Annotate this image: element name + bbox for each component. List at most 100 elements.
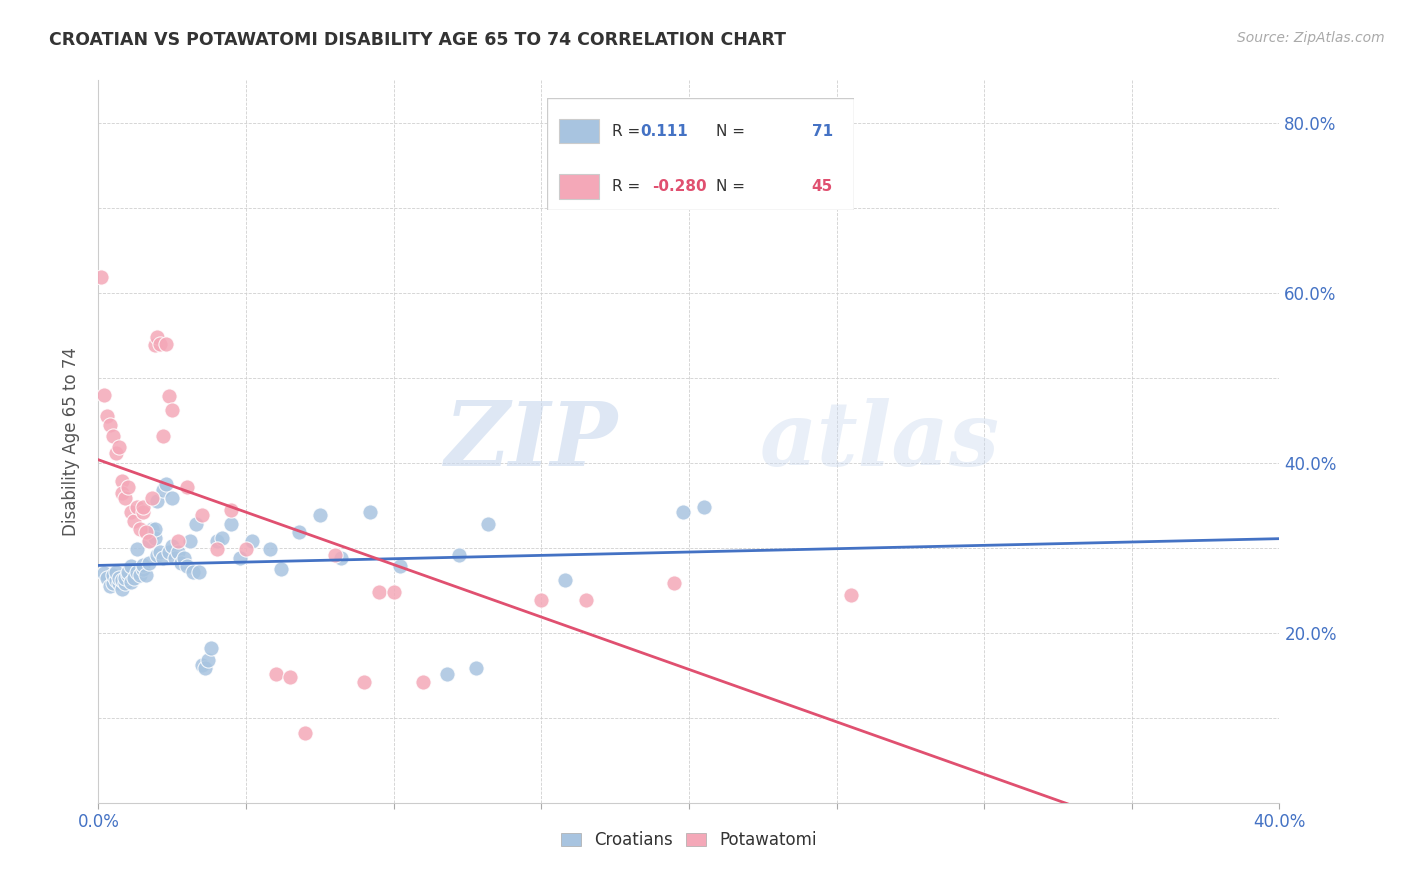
Point bbox=[264, 666, 287, 681]
Point bbox=[93, 388, 115, 402]
Point bbox=[235, 542, 257, 557]
Point bbox=[288, 525, 311, 540]
Point bbox=[146, 494, 169, 508]
Point bbox=[205, 533, 228, 548]
Point bbox=[270, 562, 292, 576]
Point bbox=[103, 576, 125, 591]
Point bbox=[179, 533, 201, 548]
Point bbox=[105, 445, 128, 459]
Point bbox=[294, 726, 316, 740]
Point bbox=[114, 491, 136, 506]
Point bbox=[530, 593, 553, 607]
Point bbox=[98, 579, 121, 593]
Point bbox=[114, 576, 136, 591]
Point bbox=[108, 576, 131, 591]
Point bbox=[114, 570, 136, 584]
Point bbox=[436, 666, 458, 681]
Point bbox=[329, 551, 352, 566]
Point bbox=[359, 505, 381, 519]
Point bbox=[93, 566, 115, 581]
Point bbox=[128, 522, 150, 536]
Point bbox=[162, 539, 183, 553]
Point bbox=[117, 565, 139, 579]
Text: atlas: atlas bbox=[759, 399, 1000, 484]
Point bbox=[141, 522, 163, 536]
Point bbox=[191, 658, 214, 673]
Point bbox=[388, 559, 411, 574]
Point bbox=[138, 533, 160, 548]
Point bbox=[157, 389, 180, 403]
Point bbox=[280, 670, 302, 684]
Point bbox=[259, 542, 281, 557]
Point bbox=[205, 542, 228, 557]
Point bbox=[98, 417, 121, 432]
Point bbox=[132, 562, 155, 576]
Point bbox=[105, 565, 128, 579]
Point bbox=[465, 661, 488, 675]
Point bbox=[111, 582, 134, 596]
Point bbox=[117, 568, 139, 582]
Point bbox=[229, 551, 252, 566]
Point bbox=[841, 588, 863, 602]
Point bbox=[176, 480, 198, 494]
Point bbox=[323, 548, 346, 562]
Point bbox=[143, 522, 166, 536]
Y-axis label: Disability Age 65 to 74: Disability Age 65 to 74 bbox=[62, 347, 80, 536]
Point bbox=[162, 403, 183, 417]
Point bbox=[141, 491, 163, 506]
Point bbox=[155, 336, 177, 351]
Point bbox=[138, 556, 160, 570]
Point bbox=[105, 573, 128, 587]
Point bbox=[149, 545, 172, 559]
Point bbox=[194, 661, 217, 675]
Point bbox=[96, 409, 118, 423]
Point bbox=[111, 475, 134, 489]
Point bbox=[554, 573, 576, 587]
Point bbox=[128, 568, 150, 582]
Point bbox=[477, 516, 499, 531]
Point bbox=[117, 480, 139, 494]
Point bbox=[221, 502, 243, 516]
Point bbox=[141, 528, 163, 542]
Point bbox=[672, 505, 695, 519]
Point bbox=[170, 556, 193, 570]
Point bbox=[108, 441, 131, 455]
Point bbox=[575, 593, 598, 607]
Point bbox=[165, 551, 187, 566]
Point bbox=[162, 491, 183, 506]
Point bbox=[382, 585, 405, 599]
Point bbox=[108, 570, 131, 584]
Text: CROATIAN VS POTAWATOMI DISABILITY AGE 65 TO 74 CORRELATION CHART: CROATIAN VS POTAWATOMI DISABILITY AGE 65… bbox=[49, 31, 786, 49]
Point bbox=[447, 548, 470, 562]
Text: ZIP: ZIP bbox=[444, 399, 619, 484]
Point bbox=[149, 336, 172, 351]
Point bbox=[125, 542, 148, 557]
Point bbox=[143, 531, 166, 545]
Point bbox=[152, 428, 174, 442]
Point bbox=[368, 585, 391, 599]
Point bbox=[138, 533, 160, 548]
Point bbox=[181, 565, 204, 579]
Point bbox=[135, 568, 157, 582]
Point bbox=[103, 428, 125, 442]
Point bbox=[173, 551, 195, 566]
Point bbox=[197, 653, 219, 667]
Point bbox=[96, 570, 118, 584]
Point bbox=[309, 508, 332, 523]
Point bbox=[353, 675, 375, 690]
Point bbox=[693, 500, 716, 514]
Point bbox=[187, 565, 209, 579]
Point bbox=[122, 514, 145, 528]
Point bbox=[664, 576, 686, 591]
Point bbox=[111, 573, 134, 587]
Point bbox=[412, 675, 434, 690]
Point bbox=[240, 533, 263, 548]
Legend: Croatians, Potawatomi: Croatians, Potawatomi bbox=[554, 824, 824, 856]
Point bbox=[152, 483, 174, 497]
Point bbox=[167, 545, 190, 559]
Point bbox=[132, 558, 155, 572]
Point bbox=[122, 570, 145, 584]
Point bbox=[152, 551, 174, 566]
Point bbox=[120, 505, 142, 519]
Point bbox=[200, 641, 222, 656]
